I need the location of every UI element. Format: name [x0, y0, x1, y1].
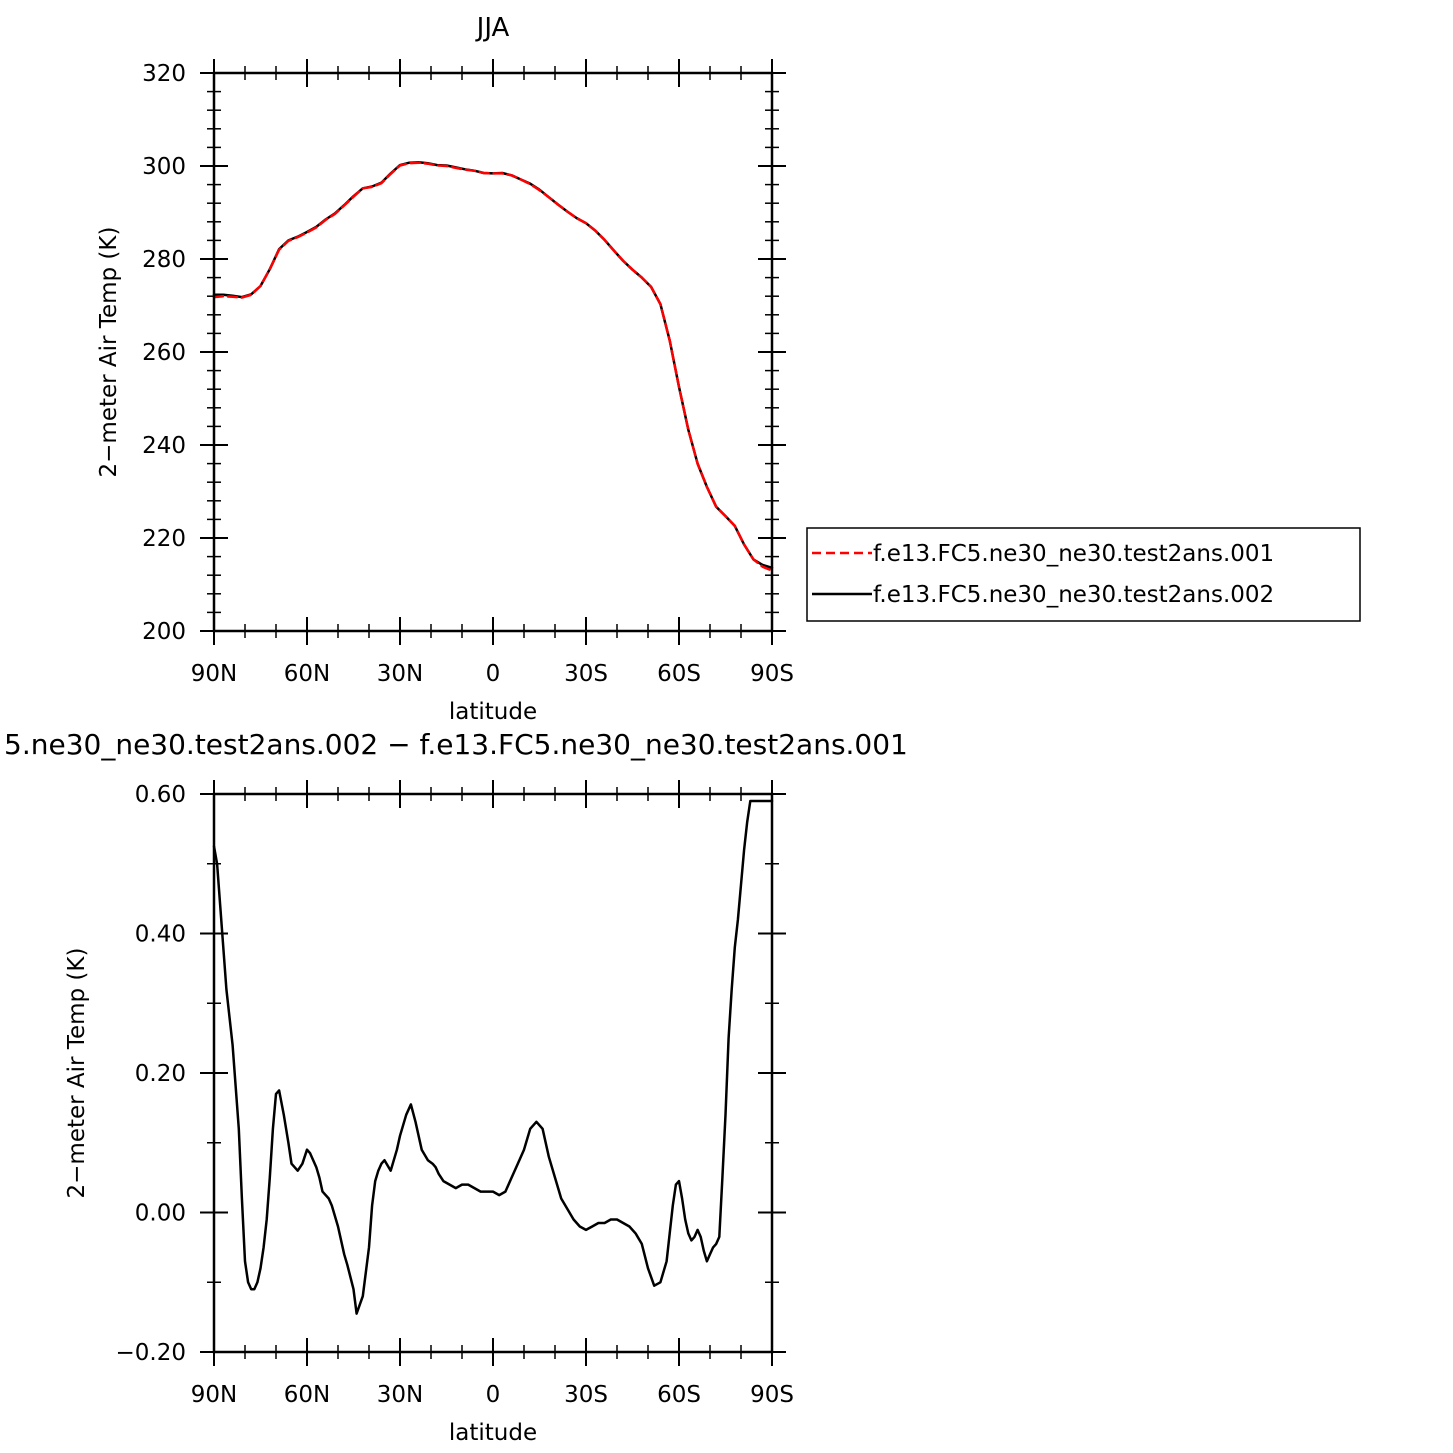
top-x-tick-label: 90S — [750, 661, 794, 687]
bottom-axis-ticks — [200, 780, 786, 1366]
temperature-panel: JJA 90N 60N 30N 0 30S 60S 90S 200 220 240 260 280 30… — [96, 13, 1361, 725]
bottom-x-tick-label: 0 — [486, 1382, 501, 1408]
legend-label-002: f.e13.FC5.ne30_ne30.test2ans.002 — [873, 582, 1274, 608]
top-x-tick-label: 0 — [486, 661, 501, 687]
top-y-tick-label: 240 — [142, 433, 186, 459]
bottom-x-axis-label: latitude — [449, 1420, 537, 1446]
top-series-line-2 — [212, 161, 774, 570]
top-y-tick-label: 200 — [142, 619, 186, 645]
top-x-axis-label: latitude — [449, 699, 537, 725]
top-x-tick-label: 30S — [564, 661, 608, 687]
top-y-tick-label: 300 — [142, 154, 186, 180]
top-x-tick-label: 30N — [377, 661, 423, 687]
difference-panel: 5.ne30_ne30.test2ans.002 − f.e13.FC5.ne3… — [4, 728, 908, 1446]
legend-box — [806, 527, 1361, 622]
top-axis-ticks — [200, 59, 786, 645]
bottom-series-line-1 — [212, 799, 774, 1315]
top-series-line-1 — [212, 161, 774, 572]
top-y-tick-label: 320 — [142, 61, 186, 87]
bottom-x-tick-label: 60N — [284, 1382, 330, 1408]
top-chart-title: JJA — [475, 13, 510, 43]
bottom-x-tick-label: 30N — [377, 1382, 423, 1408]
bottom-y-tick-label: −0.20 — [116, 1340, 186, 1366]
top-y-tick-label: 280 — [142, 247, 186, 273]
legend: f.e13.FC5.ne30_ne30.test2ans.001 f.e13.F… — [806, 527, 1361, 622]
top-y-tick-label: 260 — [142, 340, 186, 366]
top-x-tick-label: 60N — [284, 661, 330, 687]
bottom-chart-title: 5.ne30_ne30.test2ans.002 − f.e13.FC5.ne3… — [4, 728, 908, 761]
bottom-y-tick-label: 0.60 — [135, 782, 186, 808]
bottom-x-tick-label: 90S — [750, 1382, 794, 1408]
top-y-axis-label: 2−meter Air Temp (K) — [96, 227, 122, 478]
top-series-group — [212, 161, 774, 572]
bottom-x-tick-label: 60S — [657, 1382, 701, 1408]
bottom-x-tick-label: 90N — [191, 1382, 237, 1408]
bottom-tick-labels: 90N 60N 30N 0 30S 60S 90S −0.20 0.00 0.20 0.40 0.60 — [116, 782, 794, 1408]
legend-label-001: f.e13.FC5.ne30_ne30.test2ans.001 — [873, 541, 1274, 567]
bottom-plot-frame — [212, 792, 774, 1354]
bottom-series-group — [212, 799, 774, 1315]
top-plot-frame — [212, 71, 774, 633]
top-x-tick-label: 90N — [191, 661, 237, 687]
top-y-tick-label: 220 — [142, 526, 186, 552]
bottom-y-axis-label: 2−meter Air Temp (K) — [64, 948, 90, 1199]
top-x-tick-label: 60S — [657, 661, 701, 687]
bottom-y-tick-label: 0.20 — [135, 1061, 186, 1087]
bottom-y-tick-label: 0.40 — [135, 922, 186, 948]
bottom-y-tick-label: 0.00 — [135, 1201, 186, 1227]
top-tick-labels: 90N 60N 30N 0 30S 60S 90S 200 220 240 260 280 300 320 — [142, 61, 794, 687]
bottom-x-tick-label: 30S — [564, 1382, 608, 1408]
